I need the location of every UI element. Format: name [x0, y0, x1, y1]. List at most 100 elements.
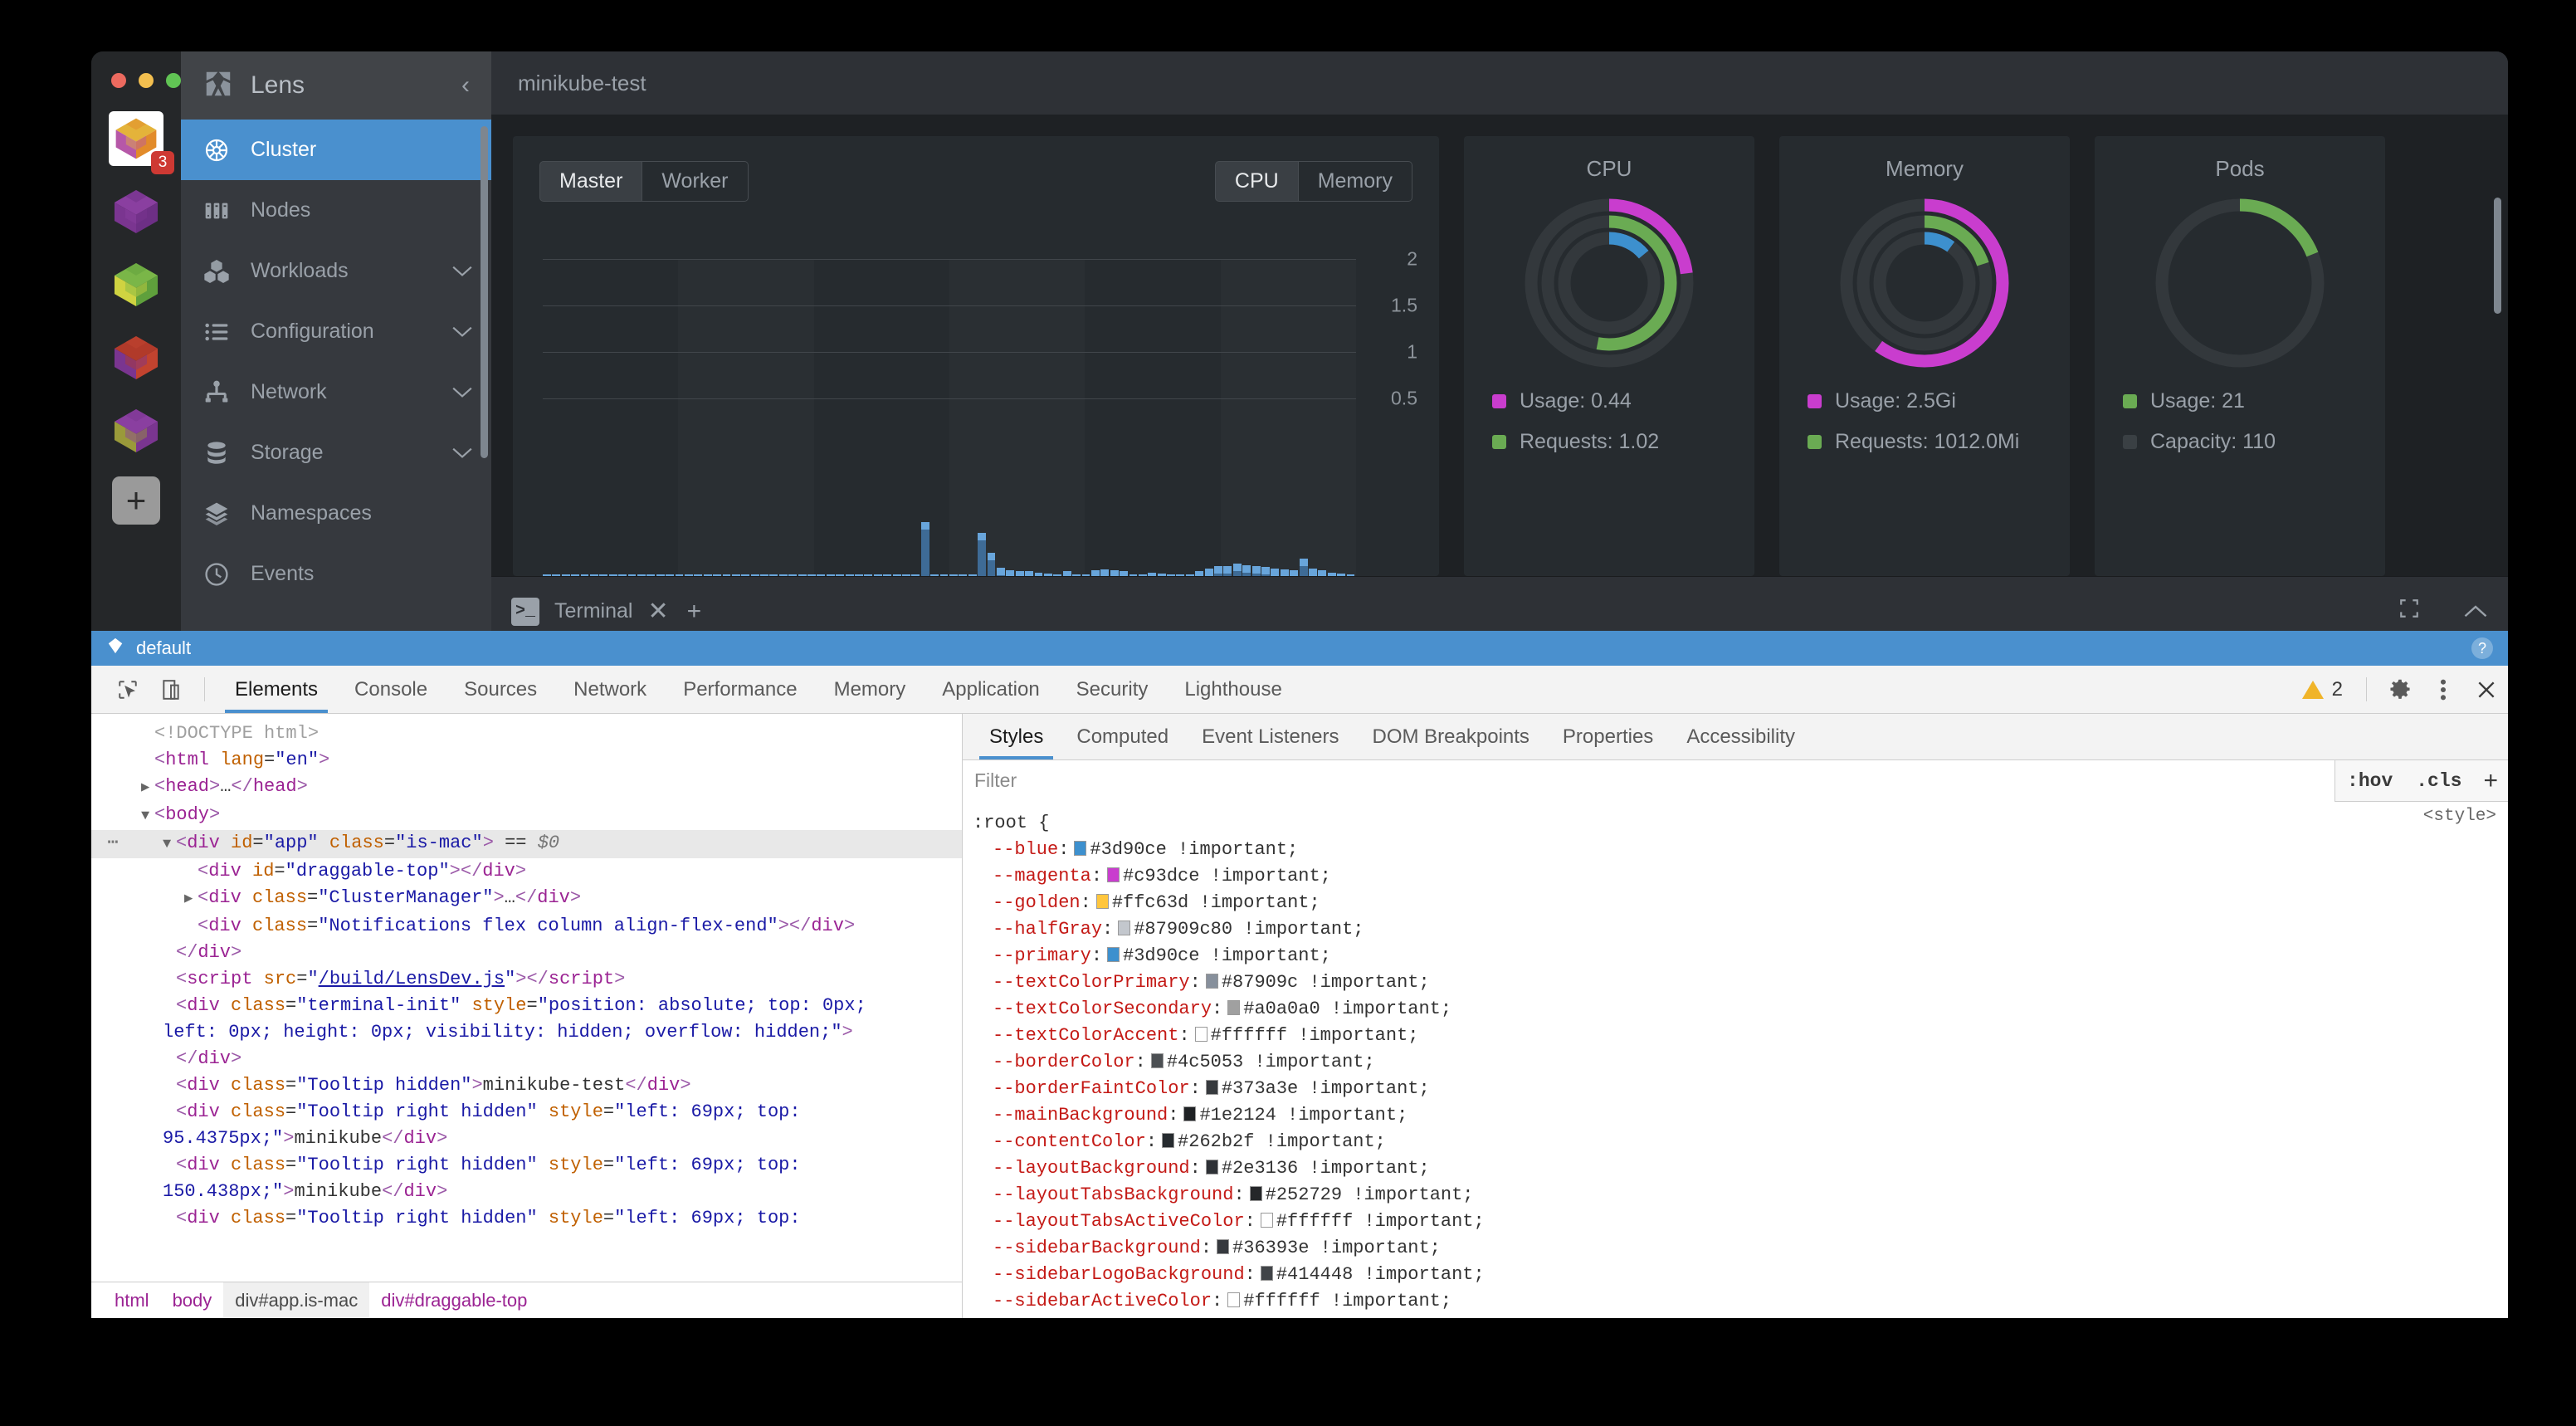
css-property[interactable]: --sidebarLogoBackground	[993, 1264, 1245, 1285]
dom-node-row[interactable]: ▶ <div class="ClusterManager">…</div>	[91, 885, 962, 913]
sidebar-item-namespaces[interactable]: Namespaces	[181, 483, 491, 544]
css-value[interactable]: #414448 !important;	[1276, 1264, 1485, 1285]
breadcrumb-item[interactable]: html	[115, 1289, 149, 1311]
styles-tab-computed[interactable]: Computed	[1076, 725, 1169, 748]
css-property[interactable]: --primary	[993, 945, 1091, 966]
css-property[interactable]: --sidebarBackground	[993, 1238, 1201, 1258]
terminal-tab[interactable]: >_ Terminal ✕	[511, 597, 669, 626]
tab-lighthouse[interactable]: Lighthouse	[1184, 677, 1282, 701]
css-value[interactable]: #ffffff !important;	[1243, 1291, 1452, 1311]
maximize-window-button[interactable]	[166, 73, 181, 88]
chevron-down-icon[interactable]	[451, 261, 473, 282]
css-value[interactable]: #c93dce !important;	[1123, 866, 1331, 886]
color-swatch[interactable]	[1205, 1080, 1218, 1095]
color-swatch[interactable]	[1217, 1239, 1230, 1254]
color-swatch[interactable]	[1249, 1186, 1262, 1201]
css-selector[interactable]: :root {	[973, 813, 1050, 833]
new-style-rule-button[interactable]: +	[2483, 766, 2498, 794]
dashboard-scrollbar[interactable]	[2494, 198, 2501, 314]
css-value[interactable]: #262b2f !important;	[1178, 1131, 1386, 1152]
css-declaration[interactable]: --layoutTabsBackground: #252729 !importan…	[963, 1182, 2508, 1209]
chevron-down-icon[interactable]	[451, 321, 473, 343]
dom-node-row[interactable]: <div class="Tooltip right hidden" style=…	[91, 1152, 962, 1205]
cluster-icon-2[interactable]	[109, 184, 163, 239]
css-declaration[interactable]: --sidebarLogoBackground: #414448 !importa…	[963, 1262, 2508, 1288]
color-swatch[interactable]	[1227, 1292, 1241, 1307]
css-property[interactable]: --layoutTabsActiveColor	[993, 1211, 1245, 1232]
css-property[interactable]: --borderFaintColor	[993, 1078, 1190, 1099]
disclosure-triangle-icon[interactable]: ▼	[163, 837, 172, 852]
css-value[interactable]: #ffffff !important;	[1210, 1025, 1419, 1046]
css-declaration[interactable]: --golden: #ffc63d !important;	[963, 890, 2508, 916]
tab-security[interactable]: Security	[1076, 677, 1149, 701]
css-declaration[interactable]: --layoutBackground: #2e3136 !important;	[963, 1155, 2508, 1182]
tab-memory[interactable]: Memory	[833, 677, 906, 701]
add-cluster-button[interactable]: +	[112, 476, 160, 525]
css-property[interactable]: --textColorAccent	[993, 1025, 1179, 1046]
color-swatch[interactable]	[1194, 1027, 1208, 1042]
inspect-cursor-icon[interactable]	[106, 666, 149, 713]
disclosure-triangle-icon[interactable]: ▶	[141, 780, 150, 796]
css-declaration[interactable]: --borderFaintColor: #373a3e !important;	[963, 1076, 2508, 1102]
dom-node-row[interactable]: <div id="draggable-top"></div>	[91, 858, 962, 885]
tab-sources[interactable]: Sources	[464, 677, 538, 701]
css-value[interactable]: #252729 !important;	[1265, 1184, 1474, 1205]
color-swatch[interactable]	[1107, 947, 1120, 962]
chevron-left-icon[interactable]: ‹	[461, 71, 470, 99]
styles-tab-dom-breakpoints[interactable]: DOM Breakpoints	[1372, 725, 1530, 748]
dom-node-row[interactable]: ⋯ ▼ <div id="app" class="is-mac"> == $0	[91, 830, 962, 858]
metric-memory-button[interactable]: Memory	[1298, 161, 1412, 202]
sidebar-item-storage[interactable]: Storage	[181, 422, 491, 483]
cluster-icon-3[interactable]	[109, 257, 163, 312]
dom-node-row[interactable]: ▶ <head>…</head>	[91, 774, 962, 802]
sidebar-item-configuration[interactable]: Configuration	[181, 301, 491, 362]
css-declaration[interactable]: --textColorSecondary: #a0a0a0 !important;	[963, 996, 2508, 1023]
styles-tab-accessibility[interactable]: Accessibility	[1686, 725, 1796, 748]
css-property[interactable]: --layoutTabsBackground	[993, 1184, 1234, 1205]
kebab-menu-icon[interactable]	[2422, 666, 2465, 713]
sidebar-item-cluster[interactable]: Cluster	[181, 120, 491, 180]
css-property[interactable]: --halfGray	[993, 919, 1103, 940]
disclosure-triangle-icon[interactable]: ▼	[141, 808, 150, 824]
css-value[interactable]: #373a3e !important;	[1221, 1078, 1430, 1099]
css-declaration[interactable]: --mainBackground: #1e2124 !important;	[963, 1102, 2508, 1129]
warning-indicator[interactable]: 2	[2291, 666, 2354, 713]
help-icon[interactable]: ?	[2471, 637, 2493, 659]
sidebar-item-network[interactable]: Network	[181, 362, 491, 422]
color-swatch[interactable]	[1260, 1213, 1273, 1228]
plus-icon[interactable]: +	[686, 597, 702, 625]
css-property[interactable]: --mainBackground	[993, 1105, 1168, 1126]
dom-node-row[interactable]: <div class="Notifications flex column al…	[91, 913, 962, 940]
css-declaration[interactable]: --textColorAccent: #ffffff !important;	[963, 1023, 2508, 1049]
tab-network[interactable]: Network	[573, 677, 647, 701]
color-swatch[interactable]	[1227, 1000, 1241, 1015]
dom-tree[interactable]: <!DOCTYPE html> <html lang="en"> ▶ <head>…<…	[91, 714, 962, 1232]
css-declaration[interactable]: --sidebarActiveColor: #ffffff !important;	[963, 1288, 2508, 1315]
css-declaration[interactable]: --primary: #3d90ce !important;	[963, 943, 2508, 969]
style-source-link[interactable]: <style>	[2422, 807, 2496, 826]
css-value[interactable]: #36393e !important;	[1232, 1238, 1441, 1258]
css-declaration[interactable]: --halfGray: #87909c80 !important;	[963, 916, 2508, 943]
css-declaration[interactable]: --layoutTabsActiveColor: #ffffff !importa…	[963, 1209, 2508, 1235]
css-value[interactable]: #87909c80 !important;	[1134, 919, 1364, 940]
cls-toggle[interactable]: .cls	[2416, 769, 2462, 792]
hov-toggle[interactable]: :hov	[2347, 769, 2393, 792]
cluster-icon-1[interactable]: 3	[109, 111, 174, 174]
chevron-down-icon[interactable]	[451, 442, 473, 464]
gear-icon[interactable]	[2378, 666, 2422, 713]
fullscreen-icon[interactable]	[2398, 598, 2420, 625]
css-property[interactable]: --borderColor	[993, 1052, 1135, 1072]
metric-cpu-button[interactable]: CPU	[1214, 161, 1299, 202]
dom-node-row[interactable]: <script src="/build/LensDev.js"></script…	[91, 966, 962, 993]
css-value[interactable]: #2e3136 !important;	[1221, 1158, 1430, 1179]
css-value[interactable]: #1e2124 !important;	[1199, 1105, 1408, 1126]
css-property[interactable]: --blue	[993, 839, 1059, 860]
css-property[interactable]: --textColorPrimary	[993, 972, 1190, 993]
css-value[interactable]: #3d90ce !important;	[1123, 945, 1331, 966]
css-property[interactable]: --magenta	[993, 866, 1091, 886]
dom-node-row[interactable]: <div class="Tooltip right hidden" style=…	[91, 1099, 962, 1152]
tab-elements[interactable]: Elements	[217, 666, 336, 713]
color-swatch[interactable]	[1118, 921, 1131, 935]
device-toolbar-icon[interactable]	[149, 666, 193, 713]
dom-node-row[interactable]: <div class="Tooltip right hidden" style=…	[91, 1205, 962, 1232]
